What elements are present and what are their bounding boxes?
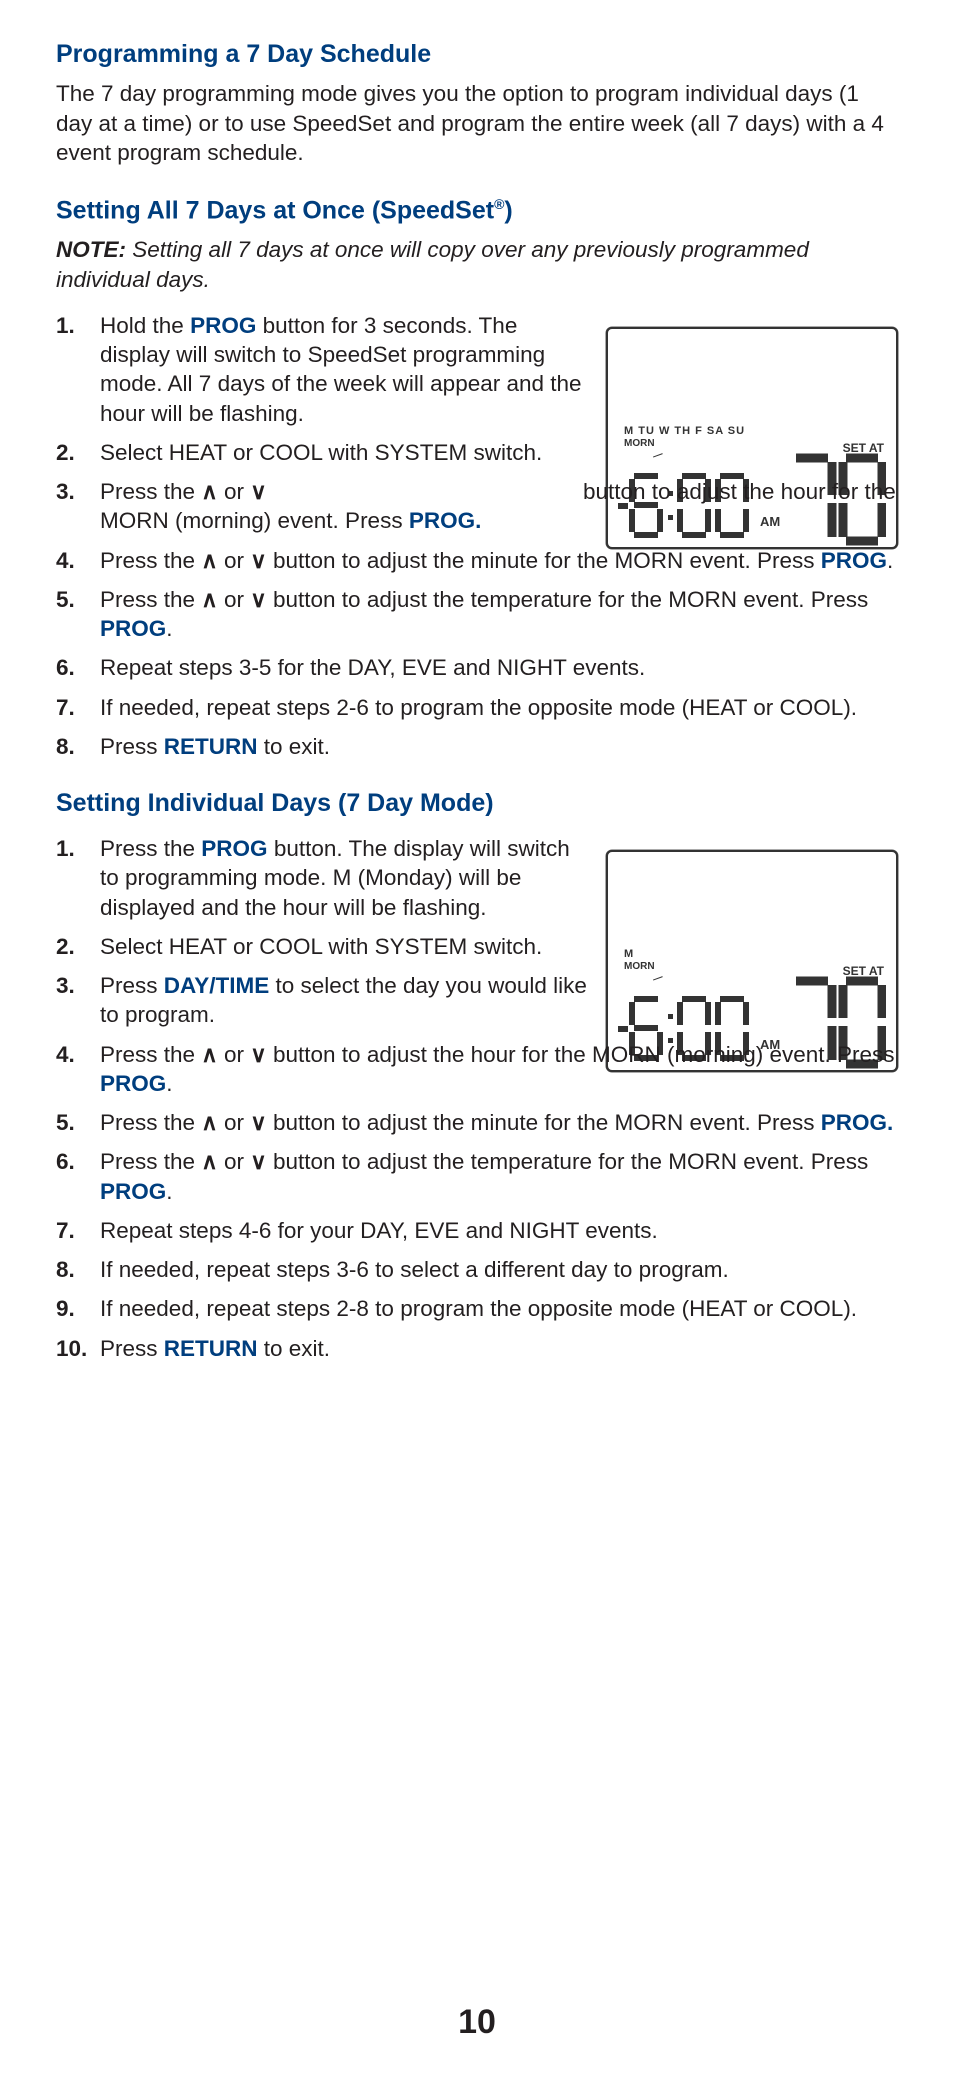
step-text: or [218,1042,251,1067]
step-item: Repeat steps 4-6 for your DAY, EVE and N… [56,1216,898,1245]
heading-speedset-close: ) [504,196,512,224]
keyword: DAY/TIME [164,973,269,998]
step-text: . [166,1071,172,1096]
step-text: Press the [100,548,201,573]
step-item: If needed, repeat steps 3-6 to select a … [56,1255,898,1284]
step-text: switch. [467,440,542,465]
keyword: PROG [100,1179,166,1204]
speedset-section: SET AT M TU W TH F SA SU MORN [56,311,898,761]
step-text: Select HEAT or COOL with [100,440,375,465]
step-text: switch. [467,934,542,959]
keyword: PROG. [409,508,482,533]
heading-speedset-text: Setting All 7 Days at Once (SpeedSet [56,196,494,224]
arrow-down-icon: ∨ [250,479,266,504]
step-item: Press the ∧ or ∨ button to adjust the mi… [56,1108,898,1137]
step-item: Select HEAT or COOL with SYSTEM switch. [56,932,898,961]
arrow-down-icon: ∨ [250,1042,266,1067]
intro-paragraph: The 7 day programming mode gives you the… [56,79,898,168]
step-text: or [218,548,251,573]
step-item: Hold the PROG button for 3 seconds. The … [56,311,898,428]
step-item: Press the ∧ or ∨ button to adjust the mi… [56,546,898,575]
step-text: to exit. [258,734,331,759]
step-text: or [218,479,251,504]
arrow-down-icon: ∨ [250,1110,266,1135]
individual-section: SET AT M MORN [56,834,898,1363]
individual-steps-list: Press the PROG button. The display will … [56,834,898,1363]
step-text: If needed, repeat steps 3-6 to select a … [100,1257,729,1282]
step-text: . [887,548,893,573]
step-text: Press the [100,1110,201,1135]
note-body: Setting all 7 days at once will copy ove… [56,237,809,292]
step-text: button to adjust the temperature for the… [267,1149,869,1174]
heading-individual: Setting Individual Days (7 Day Mode) [56,789,898,818]
step-text: or [218,1149,251,1174]
note-text: NOTE: Setting all 7 days at once will co… [56,235,898,294]
arrow-up-icon: ∧ [201,548,217,573]
step-item: Press the ∧ or ∨ button to adjust the te… [56,1147,898,1206]
keyword: PROG. [821,1110,894,1135]
heading-main: Programming a 7 Day Schedule [56,40,898,69]
step-text: Press the [100,836,201,861]
step-item: If needed, repeat steps 2-6 to program t… [56,693,898,722]
step-item: Press the ∧ or ∨ button to adjust the ho… [56,1040,898,1099]
heading-speedset: Setting All 7 Days at Once (SpeedSet®) [56,196,898,225]
step-text: If needed, repeat steps 2-8 to program t… [100,1296,857,1321]
registered-mark: ® [494,196,504,212]
keyword: RETURN [164,734,258,759]
step-item: Press RETURN to exit. [56,1334,898,1363]
step-text: Press [100,734,164,759]
arrow-down-icon: ∨ [250,1149,266,1174]
arrow-up-icon: ∧ [201,1110,217,1135]
keyword: PROG [100,616,166,641]
step-text: . [166,1179,172,1204]
arrow-up-icon: ∧ [201,1149,217,1174]
step-item: Press the PROG button. The display will … [56,834,898,922]
step-text: . [166,616,172,641]
step-text: Select HEAT or COOL with [100,934,375,959]
step-item: Press the ∧ or ∨ button to adjust the ho… [56,477,898,536]
step-text: Press the [100,587,201,612]
arrow-up-icon: ∧ [201,1042,217,1067]
system-word: SYSTEM [375,934,468,959]
step-text: Hold the [100,313,190,338]
keyword: PROG [201,836,267,861]
note-label: NOTE: [56,237,126,262]
step-text: button to adjust the hour for the MORN (… [267,1042,895,1067]
keyword: PROG [821,548,887,573]
step-item: Press the ∧ or ∨ button to adjust the te… [56,585,898,644]
arrow-down-icon: ∨ [250,548,266,573]
step-text: button to adjust the minute for the MORN… [267,548,821,573]
step-text: Repeat steps 4-6 for your DAY, EVE and N… [100,1218,658,1243]
step-text: Press the [100,479,201,504]
keyword: PROG [190,313,256,338]
step-text: to exit. [258,1336,331,1361]
keyword: RETURN [164,1336,258,1361]
arrow-down-icon: ∨ [250,587,266,612]
step-text: Press the [100,1042,201,1067]
step-item: Repeat steps 3-5 for the DAY, EVE and NI… [56,653,898,682]
system-word: SYSTEM [375,440,468,465]
step-text: If needed, repeat steps 2-6 to program t… [100,695,857,720]
keyword: PROG [100,1071,166,1096]
arrow-up-icon: ∧ [201,587,217,612]
step-item: If needed, repeat steps 2-8 to program t… [56,1294,898,1323]
step-item: Press DAY/TIME to select the day you wou… [56,971,898,1030]
step-text: Repeat steps 3-5 for the DAY, EVE and NI… [100,655,645,680]
arrow-up-icon: ∧ [201,479,217,504]
step-item: Press RETURN to exit. [56,732,898,761]
step-text: or [218,587,251,612]
step-text: button to adjust the temperature for the… [267,587,869,612]
step-text: Press [100,973,164,998]
step-text: button to adjust the minute for the MORN… [267,1110,821,1135]
step-text: or [218,1110,251,1135]
step-text: Press [100,1336,164,1361]
step-item: Select HEAT or COOL with SYSTEM switch. [56,438,898,467]
step-text: Press the [100,1149,201,1174]
